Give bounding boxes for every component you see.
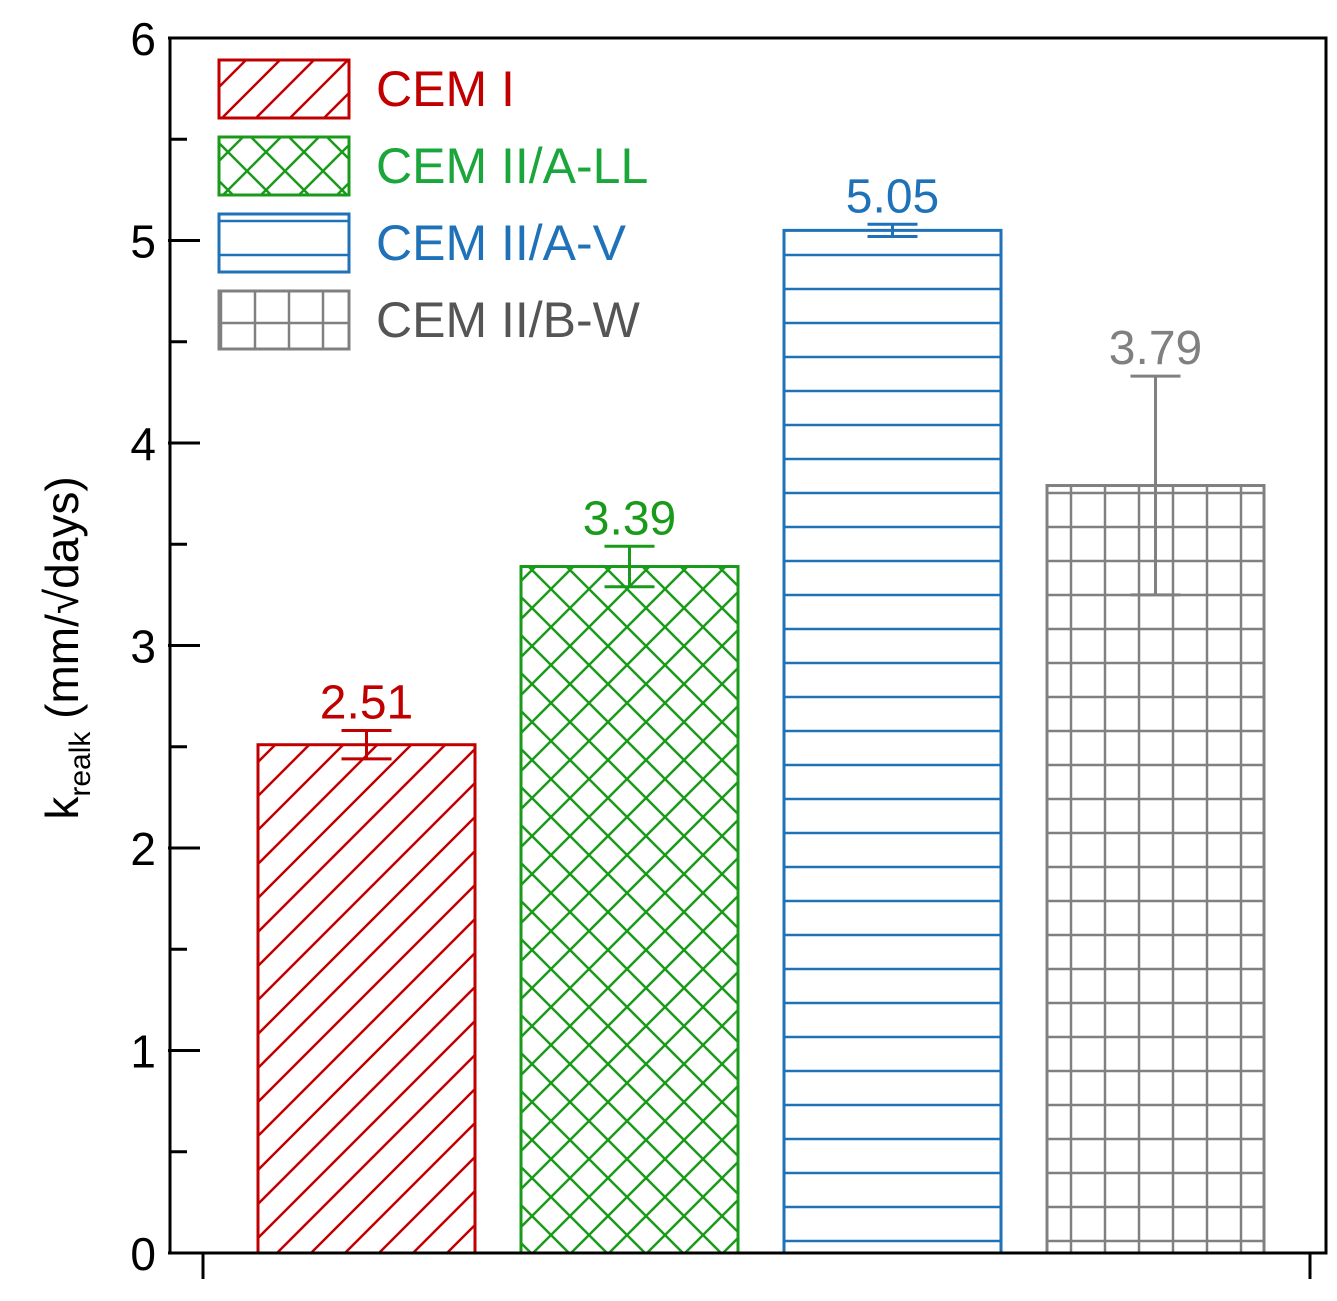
y-tick-label-6: 6 [130, 13, 156, 65]
value-label-1: 2.51 [320, 677, 413, 730]
error-bar-1 [341, 729, 392, 761]
legend-swatch [217, 58, 351, 120]
legend-item-cem-ii-a-ll: CEM II/A-LL [217, 135, 648, 197]
legend-item-cem-i: CEM I [217, 58, 515, 120]
value-label-3: 5.05 [846, 170, 939, 223]
y-axis-label-sub: realk [64, 731, 97, 797]
y-axis-label-units: (mm/√days) [36, 476, 88, 731]
legend-label: CEM II/A-LL [376, 138, 648, 194]
bar-cem-ii-b-w [1045, 484, 1266, 1255]
value-labels-layer: 2.51 3.39 5.05 3.79 [320, 170, 1202, 729]
error-bar-3 [867, 222, 918, 238]
legend-swatch [217, 135, 351, 197]
legend-label: CEM I [376, 61, 515, 117]
error-bar-2 [604, 544, 655, 589]
bar-cem-ii-a-v [782, 228, 1003, 1255]
legend-label: CEM II/A-V [376, 215, 627, 271]
axes-layer: 0 1 2 3 4 5 6 [130, 13, 1328, 1280]
legend-item-cem-ii-a-v: CEM II/A-V [217, 212, 627, 274]
y-tick-label-5: 5 [130, 216, 156, 268]
value-label-2: 3.39 [583, 492, 676, 545]
error-bar-4 [1130, 374, 1181, 597]
y-tick-label-4: 4 [130, 418, 156, 470]
bar-cem-ii-a-ll [519, 565, 740, 1255]
value-label-4: 3.79 [1109, 322, 1202, 375]
y-axis-label: krealk (mm/√days) [36, 476, 97, 819]
y-axis-label-main: k [36, 796, 88, 820]
y-tick-label-2: 2 [130, 823, 156, 875]
bar-cem-i [256, 743, 477, 1255]
y-tick-label-3: 3 [130, 621, 156, 673]
legend-swatch [217, 212, 351, 274]
y-tick-label-1: 1 [130, 1026, 156, 1078]
legend-swatch [217, 289, 351, 351]
legend-item-cem-ii-b-w: CEM II/B-W [217, 289, 641, 351]
error-bars-layer [341, 222, 1181, 761]
legend-label: CEM II/B-W [376, 292, 641, 348]
bars-layer [256, 228, 1266, 1255]
y-tick-label-0: 0 [130, 1228, 156, 1280]
legend: CEM I CEM II/A-LL CEM II/A-V CEM II/B-W [217, 58, 648, 351]
